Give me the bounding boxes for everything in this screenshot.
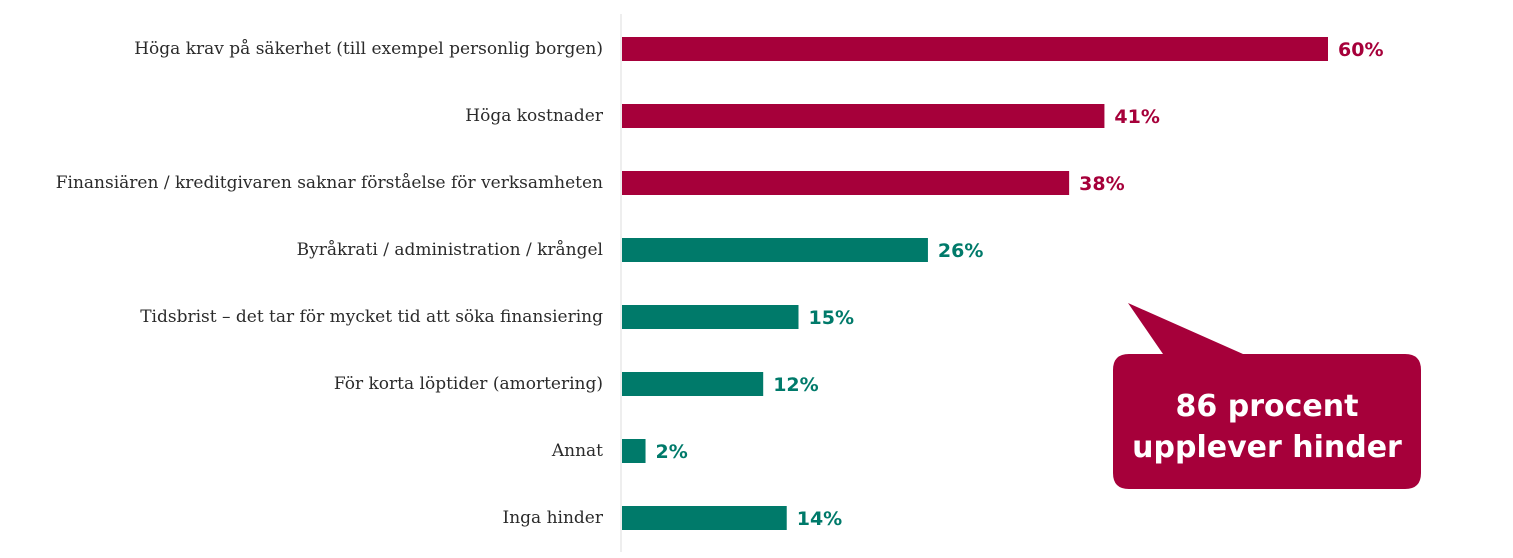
value-label: 15% (809, 307, 854, 329)
value-label: 14% (797, 508, 842, 530)
bar (622, 171, 1070, 195)
category-label: Tidsbrist – det tar för mycket tid att s… (140, 307, 603, 327)
category-label: För korta löptider (amortering) (334, 374, 603, 394)
category-label: Höga krav på säkerhet (till exempel pers… (134, 39, 603, 59)
bar (622, 439, 646, 463)
bar (622, 37, 1328, 61)
value-label: 60% (1338, 39, 1383, 61)
value-label: 26% (938, 240, 983, 262)
category-label: Annat (551, 441, 603, 461)
bar (622, 506, 787, 530)
bars-layer: Höga krav på säkerhet (till exempel pers… (56, 37, 1383, 530)
value-label: 2% (656, 441, 688, 463)
callout-shape (1113, 303, 1421, 489)
bar (622, 372, 764, 396)
category-label: Höga kostnader (465, 106, 604, 126)
callout-line-2: upplever hinder (1132, 430, 1402, 465)
value-label: 41% (1114, 106, 1159, 128)
value-label: 12% (773, 374, 818, 396)
category-label: Finansiären / kreditgivaren saknar först… (56, 173, 603, 193)
bar (622, 305, 799, 329)
bar (622, 104, 1105, 128)
category-label: Byråkrati / administration / krångel (297, 240, 603, 260)
callout-bubble: 86 procent upplever hinder (1113, 303, 1421, 489)
callout-line-1: 86 procent (1176, 389, 1359, 424)
value-label: 38% (1079, 173, 1124, 195)
category-label: Inga hinder (503, 508, 604, 528)
bar (622, 238, 928, 262)
